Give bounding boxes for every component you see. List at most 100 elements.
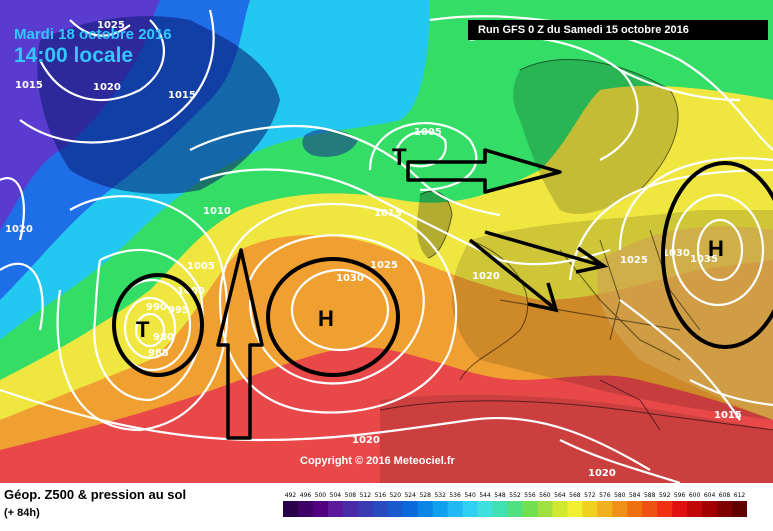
isobar-west-2 (0, 262, 44, 331)
scale-tick-label: 596 (674, 492, 686, 499)
scale-swatch (627, 501, 643, 517)
weather-map: 1025 1020 1015 1015 1020 1010 1005 1000 … (0, 0, 773, 483)
scale-tick-label: 608 (719, 492, 731, 499)
legend-subtitle: (+ 84h) (4, 507, 40, 519)
high-circle-atlantic (266, 257, 400, 377)
scale-swatch (717, 501, 733, 517)
scale-tick-label: 568 (569, 492, 581, 499)
high-isobar-1 (290, 268, 390, 352)
scale-tick-label: 572 (584, 492, 596, 499)
low-isobar-5 (56, 195, 229, 432)
isobar-1020-se (559, 439, 681, 483)
low-isobar-4 (93, 248, 204, 402)
europe (451, 210, 773, 420)
scale-tick-label: 544 (479, 492, 491, 499)
pressure-label: 985 (148, 348, 169, 359)
high-isobar-2 (248, 234, 425, 385)
east-high-isobar-1 (696, 218, 744, 282)
low-circle-west (112, 273, 204, 377)
scale-swatch (477, 501, 494, 517)
isobar-1015-mid (199, 168, 611, 266)
scale-swatch (657, 501, 673, 517)
low-isobar-1 (134, 312, 166, 348)
pressure-label: 1005 (414, 127, 442, 138)
scale-swatch (283, 501, 299, 517)
scale-swatch (492, 501, 508, 517)
isobar-1010-mid (189, 125, 501, 217)
scale-tick-label: 528 (419, 492, 431, 499)
copyright-notice: Copyright © 2016 Meteociel.fr (300, 455, 455, 467)
scale-swatch (432, 501, 449, 517)
scale-tick-label: 600 (689, 492, 701, 499)
pressure-label: 1020 (588, 468, 616, 479)
scale-tick-label: 504 (330, 492, 342, 499)
scale-swatch (447, 501, 464, 517)
pressure-label: 1025 (620, 255, 648, 266)
scale-swatch (552, 501, 568, 517)
scale-swatch (642, 501, 658, 517)
isobars (0, 9, 773, 483)
scale-swatch (612, 501, 628, 517)
scale-tick-label: 584 (629, 492, 641, 499)
scale-swatch (327, 501, 344, 517)
scale-swatch (462, 501, 479, 517)
greenland (37, 16, 281, 194)
arrow-southeast-2 (468, 238, 555, 309)
scale-swatch (312, 501, 329, 517)
scale-tick-label: 556 (524, 492, 536, 499)
low-isobar-2 (123, 296, 177, 360)
pressure-label: 1015 (714, 410, 742, 421)
scale-swatch (357, 501, 374, 517)
pressure-label: 1020 (5, 224, 33, 235)
pressure-label: 1015 (374, 208, 402, 219)
scale-swatch (597, 501, 613, 517)
legend-footer: Géop. Z500 & pression au sol (+ 84h) 492… (0, 483, 773, 531)
pressure-label: 1020 (472, 271, 500, 282)
high-letter-atlantic: H (318, 306, 334, 331)
scale-tick-label: 580 (614, 492, 626, 499)
scale-swatch (402, 501, 419, 517)
isobar-north-1 (429, 15, 773, 151)
scale-tick-label: 508 (345, 492, 357, 499)
scale-tick-label: 540 (464, 492, 476, 499)
east-high-isobar-2 (671, 193, 765, 307)
scale-tick-label: 548 (494, 492, 506, 499)
isobar-1025-north (69, 19, 131, 37)
scale-swatch (387, 501, 404, 517)
scale-swatch (687, 501, 703, 517)
pressure-label: 1025 (97, 20, 125, 31)
scale-tick-label: 496 (300, 492, 312, 499)
iceland (302, 128, 358, 157)
low-letter-north: T (392, 144, 407, 171)
pressure-label: 1030 (662, 248, 690, 259)
arrow-southeast-1-head (575, 246, 609, 274)
scale-swatch (342, 501, 359, 517)
isobar-1020-south (0, 388, 651, 471)
legend-title: Géop. Z500 & pression au sol (4, 487, 187, 502)
high-isobar-3 (218, 202, 458, 414)
scale-tick-label: 512 (360, 492, 372, 499)
pressure-label: 980 (153, 332, 174, 343)
isobar-1005-low (393, 130, 447, 168)
scale-swatch (298, 501, 314, 517)
isobar-1015-se (689, 379, 773, 407)
scale-swatch (537, 501, 553, 517)
scale-swatch (417, 501, 434, 517)
isobar-1020-north (39, 19, 165, 102)
scale-tick-label: 564 (554, 492, 566, 499)
east-high-isobar-3 (618, 157, 773, 251)
scale-tick-label: 500 (315, 492, 327, 499)
isobar-1015-north (19, 9, 215, 144)
scale-tick-label: 612 (734, 492, 746, 499)
forecast-time: 14:00 locale (14, 44, 134, 67)
scale-tick-label: 604 (704, 492, 716, 499)
pressure-label: 1015 (15, 80, 43, 91)
forecast-date: Mardi 18 octobre 2016 (14, 26, 172, 43)
scale-tick-label: 592 (659, 492, 671, 499)
scale-swatch (582, 501, 598, 517)
scale-tick-label: 524 (404, 492, 416, 499)
pressure-label: 1020 (352, 435, 380, 446)
pressure-label: 1030 (336, 273, 364, 284)
scale-tick-label: 492 (285, 492, 297, 499)
scale-swatch (732, 501, 747, 517)
